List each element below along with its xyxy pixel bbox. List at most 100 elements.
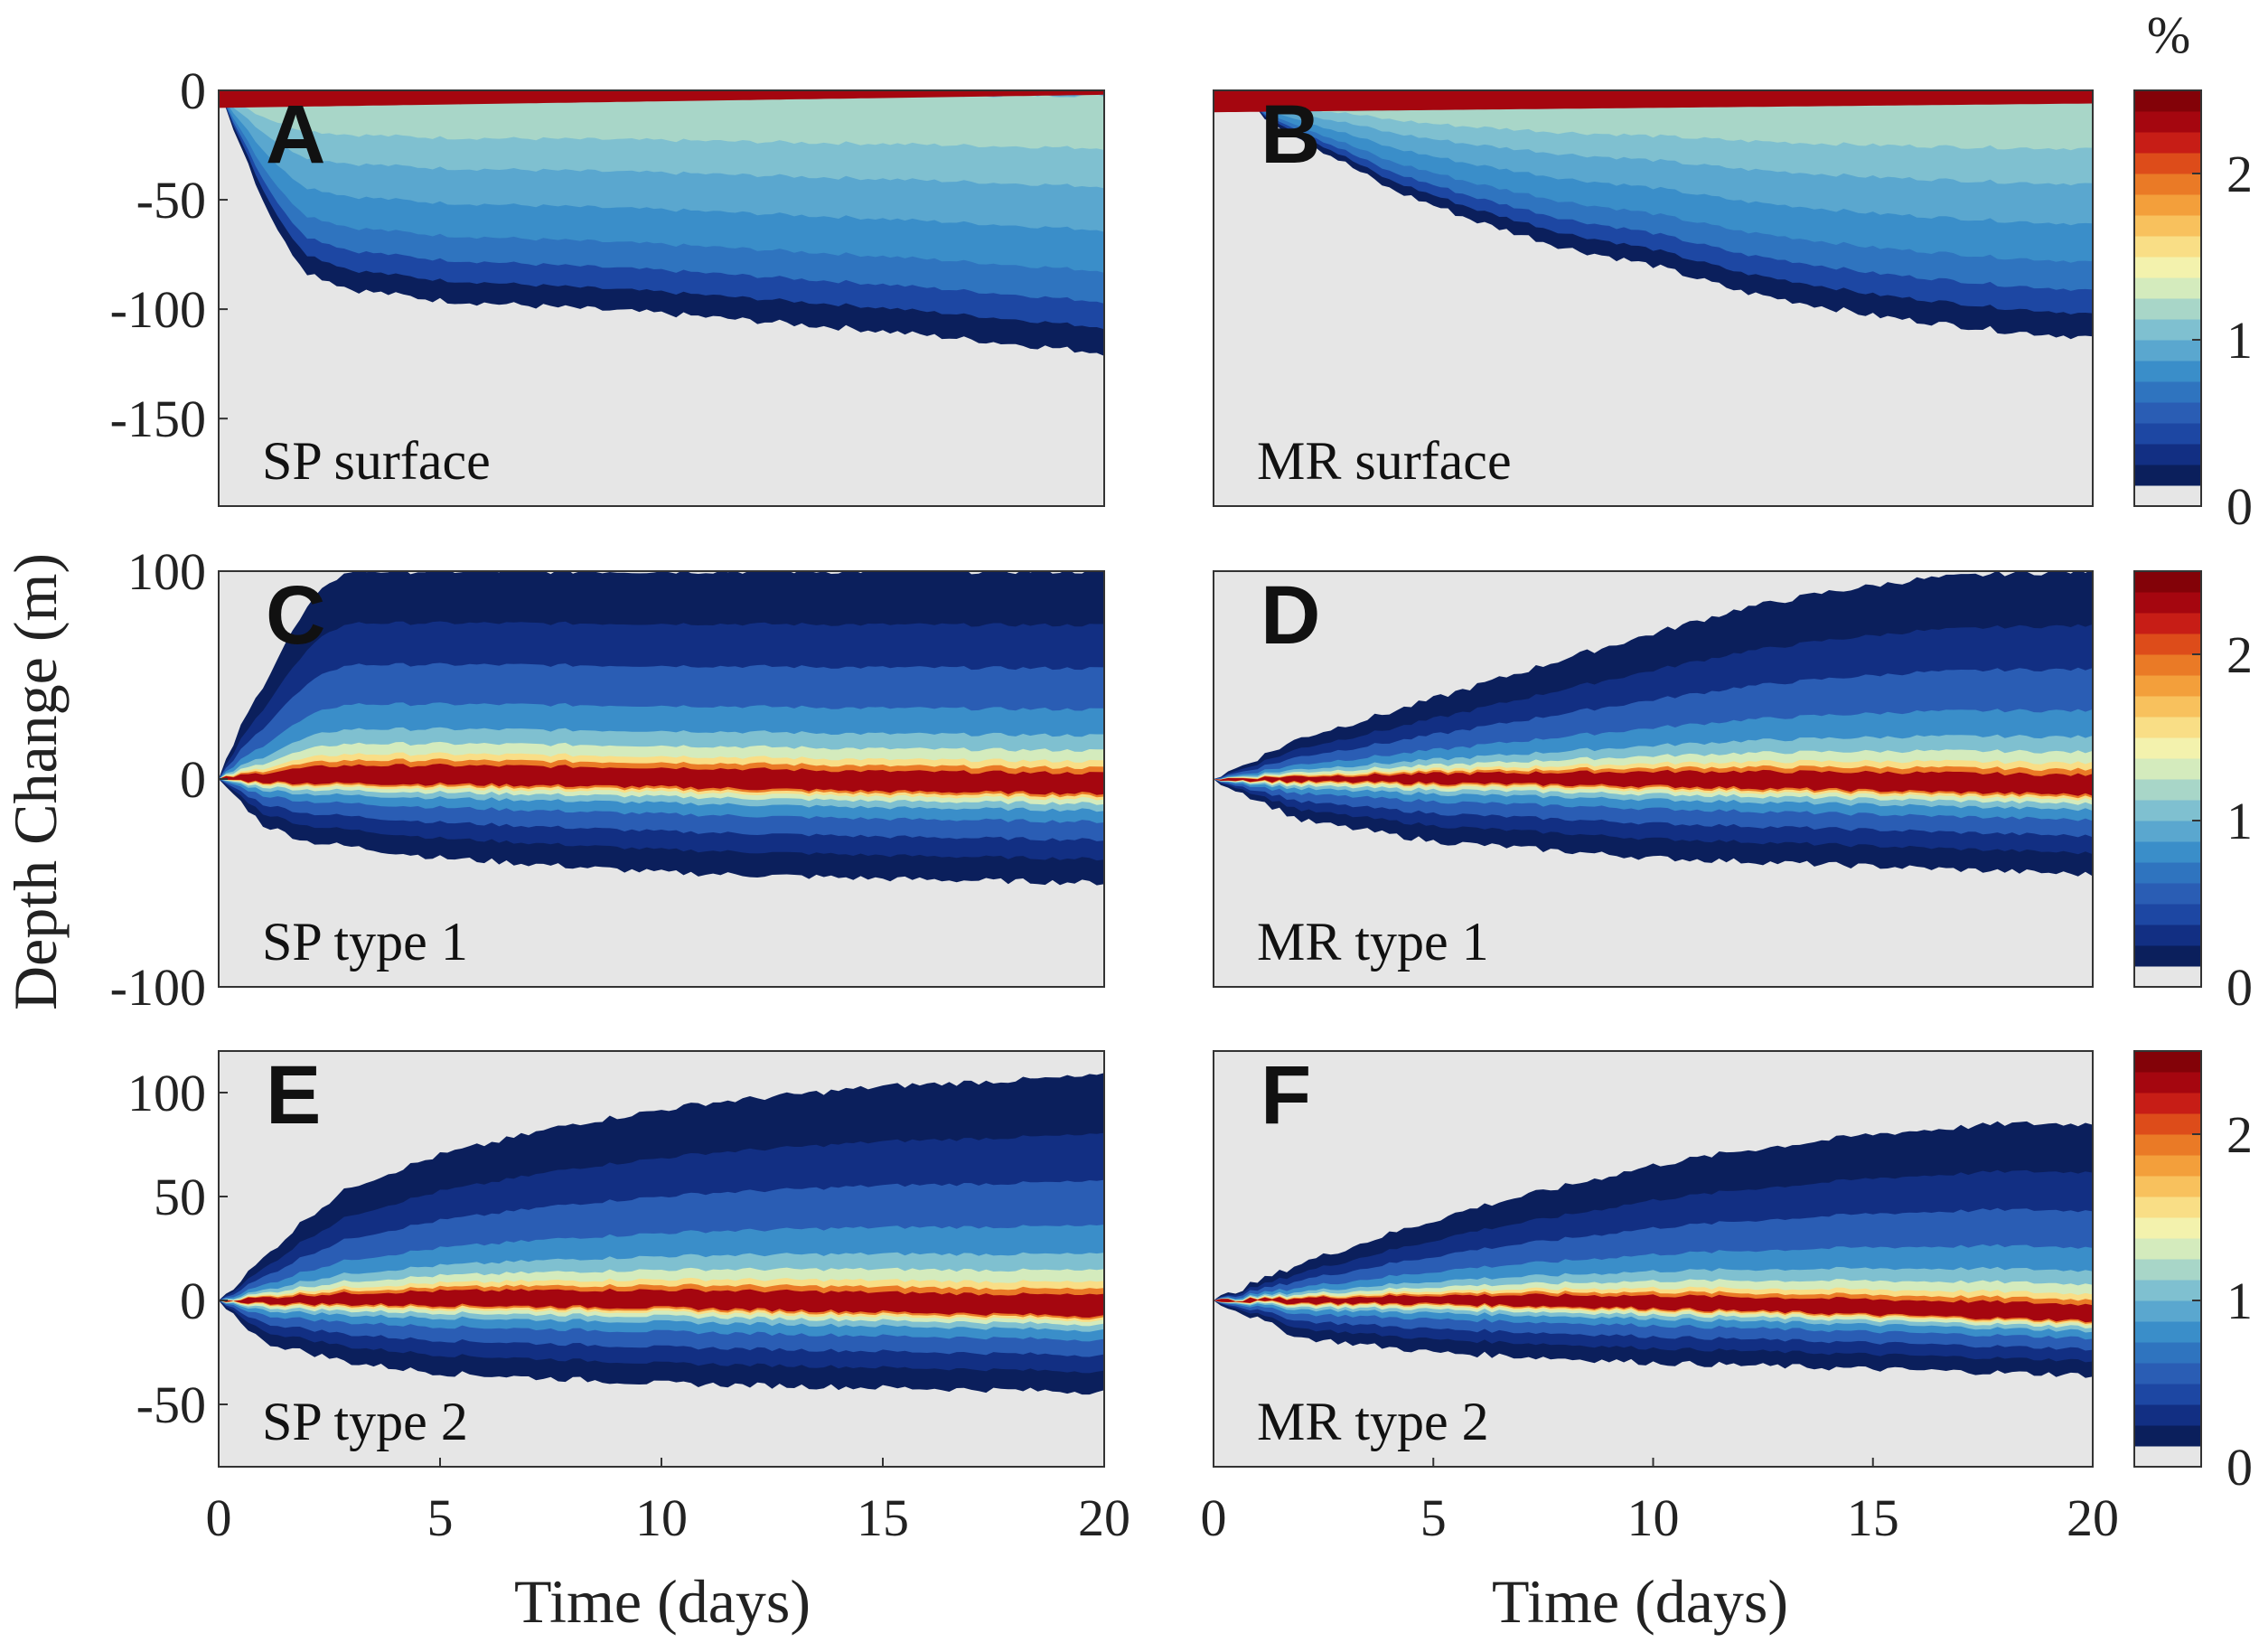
density-band-9 (1214, 1293, 2093, 1323)
panel-c: C SP type 1 100 0 -100 (110, 542, 1105, 1017)
y-tick-label: -50 (136, 1375, 206, 1434)
colorbar-swatch (2134, 634, 2201, 655)
colorbar-swatch (2134, 319, 2201, 341)
panel-title: SP surface (262, 431, 491, 491)
colorbar-swatch (2134, 1093, 2201, 1114)
colorbar-swatch (2134, 696, 2201, 718)
colorbar-swatch (2134, 1259, 2201, 1281)
colorbar-swatch (2134, 1134, 2201, 1156)
colorbar-swatch (2134, 1176, 2201, 1197)
panel-f: F MR type 2 0 5 10 15 20 (1201, 1049, 2120, 1547)
colorbar-tick-label: 0 (2226, 958, 2253, 1017)
colorbar-swatch (2134, 257, 2201, 278)
colorbar-row-3: 0 1 2 (2133, 1050, 2253, 1497)
colorbar-frame (2133, 1050, 2202, 1468)
colorbar-swatch (2134, 174, 2201, 195)
colorbar-swatch (2134, 841, 2201, 863)
colorbar-swatch (2134, 925, 2201, 946)
colorbar-swatch (2134, 153, 2201, 174)
colorbar-tick-label: 2 (2226, 145, 2253, 203)
x-tick-label: 15 (857, 1488, 909, 1547)
colorbar-swatch (2134, 592, 2201, 614)
x-tick-label: 5 (1420, 1488, 1447, 1547)
x-axis-label-right: Time (days) (1492, 1567, 1788, 1636)
panel-title: SP type 2 (262, 1392, 468, 1451)
surface-core-band (219, 90, 1104, 108)
colorbar-tick-label: 2 (2226, 1105, 2253, 1164)
panel-letter: A (266, 89, 325, 181)
density-band-9 (1214, 769, 2093, 796)
colorbar-swatch (2134, 1425, 2201, 1447)
colorbar-swatch (2134, 236, 2201, 258)
y-tick-label: -100 (110, 958, 206, 1017)
panel-letter: F (1261, 1049, 1311, 1141)
x-tick-label: 0 (1201, 1488, 1227, 1547)
colorbar-swatch (2134, 1384, 2201, 1405)
x-tick-label: 5 (427, 1488, 454, 1547)
y-axis-label: Depth Change (m) (1, 553, 70, 1010)
panel-letter: B (1261, 89, 1320, 181)
colorbar-swatch (2134, 966, 2201, 988)
y-tick-label: -150 (110, 390, 206, 448)
colorbar-swatch (2134, 1363, 2201, 1384)
colorbar-row-2: 0 1 2 (2133, 570, 2253, 1017)
x-tick-label: 15 (1847, 1488, 1899, 1547)
colorbar-swatch (2134, 90, 2201, 112)
colorbar-tick-label: 1 (2226, 1272, 2253, 1330)
x-tick-label: 0 (206, 1488, 232, 1547)
colorbar-swatch (2134, 132, 2201, 154)
colorbar-swatch (2134, 800, 2201, 821)
panel-letter: E (266, 1049, 321, 1141)
colorbar-swatch (2134, 298, 2201, 320)
x-axis-label-left: Time (days) (514, 1567, 811, 1636)
y-tick-label: -100 (110, 280, 206, 339)
y-tick-label: 0 (180, 1272, 206, 1330)
colorbar-swatch (2134, 194, 2201, 216)
colorbar-swatch (2134, 485, 2201, 507)
colorbar-swatch (2134, 862, 2201, 884)
colorbar-swatch (2134, 717, 2201, 738)
colorbar-swatch (2134, 904, 2201, 925)
panel-a: A SP surface 0 -50 -100 -150 (110, 61, 1105, 507)
plot-frame (218, 89, 1105, 507)
density-band-7 (219, 90, 1104, 150)
y-tick-label: -50 (136, 171, 206, 230)
density-band-9 (219, 1288, 1104, 1318)
panel-b: B MR surface (1213, 89, 2094, 507)
x-tick-label: 10 (635, 1488, 688, 1547)
colorbar-swatch (2134, 381, 2201, 403)
colorbar-swatch (2134, 111, 2201, 133)
colorbar-swatch (2134, 1342, 2201, 1364)
plot-frame (1213, 570, 2094, 988)
colorbar-swatch (2134, 758, 2201, 780)
colorbar-swatch (2134, 945, 2201, 967)
colorbar-swatch (2134, 1446, 2201, 1468)
colorbars: 0 1 2 0 1 2 0 1 2 (2133, 89, 2253, 1497)
colorbar-swatch (2134, 1321, 2201, 1343)
colorbar-swatch (2134, 571, 2201, 593)
plot-frame (1213, 89, 2094, 507)
colorbar-tick-label: 2 (2226, 625, 2253, 684)
x-tick-label: 20 (2067, 1488, 2119, 1547)
y-tick-label: 100 (127, 542, 206, 601)
x-tick-label: 20 (1078, 1488, 1130, 1547)
colorbar-swatch (2134, 1404, 2201, 1426)
colorbar-swatch (2134, 1051, 2201, 1073)
colorbar-frame (2133, 89, 2202, 507)
colorbar-swatch (2134, 737, 2201, 759)
panel-letter: C (266, 569, 325, 662)
panel-title: MR type 2 (1257, 1392, 1489, 1451)
panel-d: D MR type 1 (1213, 569, 2094, 988)
y-tick-label: 0 (180, 61, 206, 120)
colorbar-swatch (2134, 402, 2201, 424)
colorbar-swatch (2134, 1280, 2201, 1301)
colorbar-swatch (2134, 821, 2201, 842)
y-tick-label: 0 (180, 750, 206, 809)
colorbar-swatch (2134, 444, 2201, 465)
colorbar-tick-label: 0 (2226, 477, 2253, 536)
density-band-9 (219, 764, 1104, 795)
panel-letter: D (1261, 569, 1320, 662)
